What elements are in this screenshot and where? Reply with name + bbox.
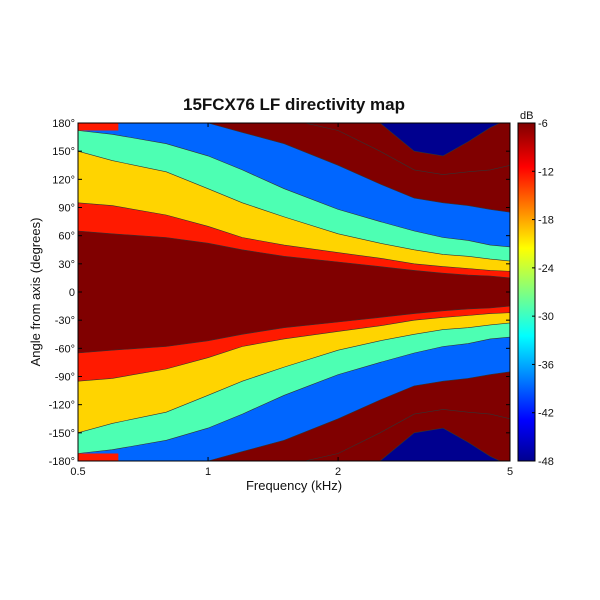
- y-tick-label: -180°: [49, 456, 75, 468]
- y-axis-ticks: 180° 150° 120° 90° 60° 30° 0 -30° -60° -90° -120° -…: [49, 118, 510, 468]
- colorbar-tick-label: -36: [538, 359, 554, 371]
- colorbar-tick-label: -48: [538, 456, 554, 468]
- y-axis-label: Angle from axis (degrees): [28, 218, 43, 367]
- y-tick-label: -150°: [49, 428, 75, 440]
- colorbar-tick-label: -12: [538, 166, 554, 178]
- y-tick-label: -120°: [49, 400, 75, 412]
- back-lobe-region: [78, 453, 119, 461]
- colorbar-tick-label: -30: [538, 311, 554, 323]
- contour-bands: [78, 123, 510, 461]
- y-tick-label: -90°: [55, 372, 75, 384]
- x-tick-label: 0.5: [70, 466, 85, 478]
- y-tick-label: 120°: [52, 174, 75, 186]
- back-lobe-region: [78, 123, 119, 131]
- chart-title: 15FCX76 LF directivity map: [183, 95, 405, 114]
- contour-band: [78, 230, 510, 354]
- y-tick-label: 60°: [58, 231, 75, 243]
- y-tick-label: 180°: [52, 118, 75, 130]
- y-tick-label: 150°: [52, 146, 75, 158]
- colorbar-tick-label: -42: [538, 408, 554, 420]
- y-tick-label: -30°: [55, 315, 75, 327]
- colorbar-unit: dB: [520, 110, 533, 122]
- colorbar-tick-label: -18: [538, 215, 554, 227]
- colorbar-scale: [517, 122, 536, 462]
- y-tick-label: 0: [69, 287, 75, 299]
- colorbar-ticks: -6 -12 -18 -24 -30 -36 -42 -48: [532, 118, 554, 468]
- plot-area: 0.5 1 2 5 180° 150° 120° 90° 60° 30° 0 -30° -60° -90…: [49, 118, 513, 478]
- colorbar: dB -6 -12 -18 -24 -30 -36 -42 -48: [517, 110, 554, 468]
- x-axis-label: Frequency (kHz): [246, 478, 342, 493]
- x-axis-ticks: 0.5 1 2 5: [70, 123, 513, 478]
- y-tick-label: 90°: [58, 203, 75, 215]
- x-tick-label: 2: [335, 466, 341, 478]
- y-tick-label: 30°: [58, 259, 75, 271]
- x-tick-label: 1: [205, 466, 211, 478]
- colorbar-tick-label: -6: [538, 118, 548, 130]
- colorbar-tick-label: -24: [538, 263, 554, 275]
- x-tick-label: 5: [507, 466, 513, 478]
- y-tick-label: -60°: [55, 343, 75, 355]
